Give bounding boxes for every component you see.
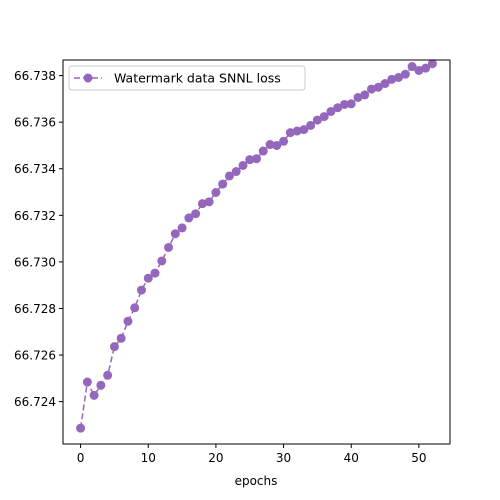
data-point <box>184 213 194 223</box>
data-point <box>82 377 92 387</box>
y-tick-label: 66.738 <box>14 69 56 83</box>
y-axis-ticks: 66.724 66.726 66.728 66.730 66.732 66.734 66.7… <box>14 69 63 409</box>
data-point <box>279 136 289 146</box>
data-point <box>387 74 397 84</box>
data-point <box>76 423 86 433</box>
data-point <box>394 72 404 82</box>
data-point <box>407 62 417 72</box>
x-tick-label: 20 <box>208 451 223 465</box>
y-tick-label: 66.736 <box>14 116 56 130</box>
data-point <box>367 84 377 94</box>
data-point <box>346 99 356 109</box>
data-point <box>130 303 140 313</box>
x-tick-label: 30 <box>276 451 291 465</box>
data-point <box>245 155 255 165</box>
data-point <box>400 69 410 79</box>
x-tick-label: 50 <box>411 451 426 465</box>
data-point <box>333 103 343 113</box>
y-tick-label: 66.728 <box>14 302 56 316</box>
data-point <box>96 380 106 390</box>
data-point <box>258 146 268 156</box>
plot-area <box>63 60 450 444</box>
data-point <box>224 171 234 181</box>
plot-frame <box>62 59 451 445</box>
x-axis-label: epochs <box>235 474 278 488</box>
data-point <box>197 199 207 209</box>
data-point <box>306 120 316 130</box>
legend-label: Watermark data SNNL loss <box>114 71 281 86</box>
data-point <box>326 106 336 116</box>
data-point <box>103 370 113 380</box>
data-point <box>191 209 201 219</box>
data-point <box>164 242 174 252</box>
data-point <box>299 125 309 135</box>
data-point <box>421 63 431 73</box>
y-tick-label: 66.726 <box>14 349 56 363</box>
y-tick-label: 66.724 <box>14 395 56 409</box>
data-point <box>116 333 126 343</box>
series-layer <box>76 59 437 433</box>
data-point <box>109 342 119 352</box>
data-point <box>285 128 295 138</box>
data-point <box>319 112 329 122</box>
data-point <box>218 179 228 189</box>
data-point <box>143 273 153 283</box>
y-tick-label: 66.734 <box>14 162 56 176</box>
data-point <box>380 79 390 89</box>
data-point <box>89 390 99 400</box>
data-point <box>265 140 275 150</box>
legend-box <box>68 65 306 91</box>
legend: Watermark data SNNL loss <box>68 65 306 91</box>
y-tick-label: 66.730 <box>14 255 56 269</box>
data-point <box>292 126 302 136</box>
data-point <box>231 167 241 177</box>
data-point <box>157 256 167 266</box>
data-point <box>373 82 383 92</box>
data-point <box>211 188 221 198</box>
data-point <box>136 285 146 295</box>
data-point <box>177 223 187 233</box>
data-point <box>150 268 160 278</box>
data-point <box>123 316 133 326</box>
x-tick-label: 40 <box>344 451 359 465</box>
x-tick-label: 0 <box>77 451 85 465</box>
y-tick-label: 66.732 <box>14 209 56 223</box>
x-tick-label: 10 <box>141 451 156 465</box>
data-point <box>238 160 248 170</box>
legend-marker <box>83 73 93 83</box>
data-point <box>353 92 363 102</box>
data-point <box>252 154 261 164</box>
data-point <box>312 115 322 125</box>
x-axis-ticks: 0 10 20 30 40 50 <box>77 444 427 465</box>
data-point <box>414 65 424 75</box>
data-point <box>204 197 214 207</box>
axes-layer <box>62 59 451 445</box>
data-point <box>427 59 437 69</box>
data-point <box>170 229 180 239</box>
data-point <box>339 99 349 109</box>
data-point <box>272 140 282 150</box>
data-point <box>360 90 370 100</box>
